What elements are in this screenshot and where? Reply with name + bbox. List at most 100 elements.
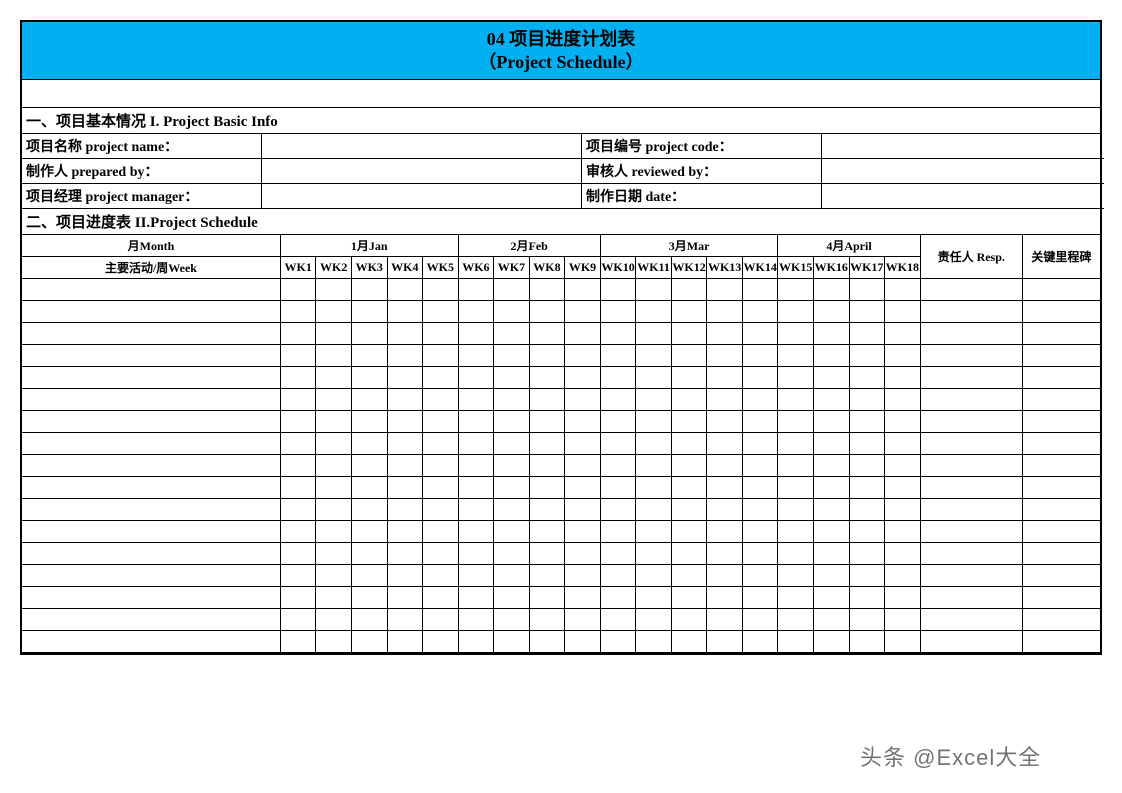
- table-cell[interactable]: [387, 322, 423, 344]
- table-cell[interactable]: [778, 630, 814, 652]
- table-cell[interactable]: [387, 586, 423, 608]
- table-cell[interactable]: [885, 278, 921, 300]
- table-cell[interactable]: [813, 388, 849, 410]
- table-cell[interactable]: [600, 454, 636, 476]
- table-cell[interactable]: [920, 476, 1022, 498]
- table-cell[interactable]: [742, 366, 778, 388]
- table-cell[interactable]: [529, 630, 565, 652]
- table-cell[interactable]: [280, 476, 316, 498]
- table-cell[interactable]: [600, 344, 636, 366]
- table-cell[interactable]: [423, 432, 459, 454]
- table-cell[interactable]: [885, 520, 921, 542]
- table-cell[interactable]: [423, 454, 459, 476]
- table-cell[interactable]: [423, 542, 459, 564]
- table-cell[interactable]: [1022, 564, 1100, 586]
- table-cell[interactable]: [885, 630, 921, 652]
- table-cell[interactable]: [1022, 410, 1100, 432]
- reviewed-by-value[interactable]: [822, 159, 1104, 184]
- table-cell[interactable]: [636, 344, 672, 366]
- table-cell[interactable]: [280, 344, 316, 366]
- table-cell[interactable]: [742, 344, 778, 366]
- table-cell[interactable]: [529, 586, 565, 608]
- table-cell[interactable]: [671, 476, 707, 498]
- table-cell[interactable]: [778, 366, 814, 388]
- table-cell[interactable]: [565, 300, 601, 322]
- table-cell[interactable]: [316, 520, 352, 542]
- table-cell[interactable]: [423, 608, 459, 630]
- table-cell[interactable]: [849, 432, 885, 454]
- table-cell[interactable]: [742, 498, 778, 520]
- table-cell[interactable]: [813, 344, 849, 366]
- table-cell[interactable]: [636, 322, 672, 344]
- table-cell[interactable]: [849, 388, 885, 410]
- table-cell[interactable]: [778, 410, 814, 432]
- table-cell[interactable]: [742, 410, 778, 432]
- table-cell[interactable]: [458, 476, 494, 498]
- table-cell[interactable]: [529, 520, 565, 542]
- table-cell[interactable]: [849, 344, 885, 366]
- table-cell[interactable]: [849, 278, 885, 300]
- table-cell[interactable]: [565, 564, 601, 586]
- table-cell[interactable]: [600, 366, 636, 388]
- table-cell[interactable]: [920, 278, 1022, 300]
- table-cell[interactable]: [920, 366, 1022, 388]
- table-cell[interactable]: [529, 300, 565, 322]
- table-cell[interactable]: [920, 564, 1022, 586]
- table-cell[interactable]: [494, 564, 530, 586]
- table-cell[interactable]: [885, 564, 921, 586]
- table-cell[interactable]: [636, 454, 672, 476]
- table-cell[interactable]: [316, 278, 352, 300]
- table-cell[interactable]: [778, 278, 814, 300]
- table-cell[interactable]: [529, 410, 565, 432]
- table-cell[interactable]: [849, 498, 885, 520]
- table-cell[interactable]: [671, 542, 707, 564]
- table-cell[interactable]: [636, 520, 672, 542]
- table-cell[interactable]: [1022, 454, 1100, 476]
- table-cell[interactable]: [849, 542, 885, 564]
- table-cell[interactable]: [423, 410, 459, 432]
- table-cell[interactable]: [778, 498, 814, 520]
- table-cell[interactable]: [280, 432, 316, 454]
- table-cell[interactable]: [316, 300, 352, 322]
- table-cell[interactable]: [885, 410, 921, 432]
- table-cell[interactable]: [707, 630, 743, 652]
- table-cell[interactable]: [1022, 586, 1100, 608]
- table-cell[interactable]: [387, 454, 423, 476]
- table-cell[interactable]: [351, 476, 387, 498]
- table-cell[interactable]: [458, 432, 494, 454]
- table-cell[interactable]: [529, 542, 565, 564]
- table-cell[interactable]: [351, 608, 387, 630]
- table-cell[interactable]: [423, 300, 459, 322]
- table-cell[interactable]: [565, 366, 601, 388]
- table-cell[interactable]: [494, 278, 530, 300]
- table-cell[interactable]: [494, 608, 530, 630]
- table-cell[interactable]: [423, 498, 459, 520]
- table-cell[interactable]: [351, 432, 387, 454]
- table-cell[interactable]: [387, 344, 423, 366]
- table-cell[interactable]: [351, 388, 387, 410]
- table-cell[interactable]: [458, 454, 494, 476]
- table-cell[interactable]: [22, 278, 280, 300]
- table-cell[interactable]: [458, 366, 494, 388]
- table-cell[interactable]: [22, 476, 280, 498]
- table-cell[interactable]: [458, 388, 494, 410]
- table-cell[interactable]: [22, 432, 280, 454]
- table-cell[interactable]: [707, 344, 743, 366]
- table-cell[interactable]: [636, 476, 672, 498]
- table-cell[interactable]: [1022, 432, 1100, 454]
- table-cell[interactable]: [671, 300, 707, 322]
- table-cell[interactable]: [778, 300, 814, 322]
- table-cell[interactable]: [458, 344, 494, 366]
- table-cell[interactable]: [529, 344, 565, 366]
- table-cell[interactable]: [600, 432, 636, 454]
- table-cell[interactable]: [494, 410, 530, 432]
- table-cell[interactable]: [22, 454, 280, 476]
- table-cell[interactable]: [22, 366, 280, 388]
- table-cell[interactable]: [849, 476, 885, 498]
- table-cell[interactable]: [707, 322, 743, 344]
- table-cell[interactable]: [778, 542, 814, 564]
- table-cell[interactable]: [920, 608, 1022, 630]
- table-cell[interactable]: [636, 410, 672, 432]
- table-cell[interactable]: [280, 542, 316, 564]
- table-cell[interactable]: [387, 630, 423, 652]
